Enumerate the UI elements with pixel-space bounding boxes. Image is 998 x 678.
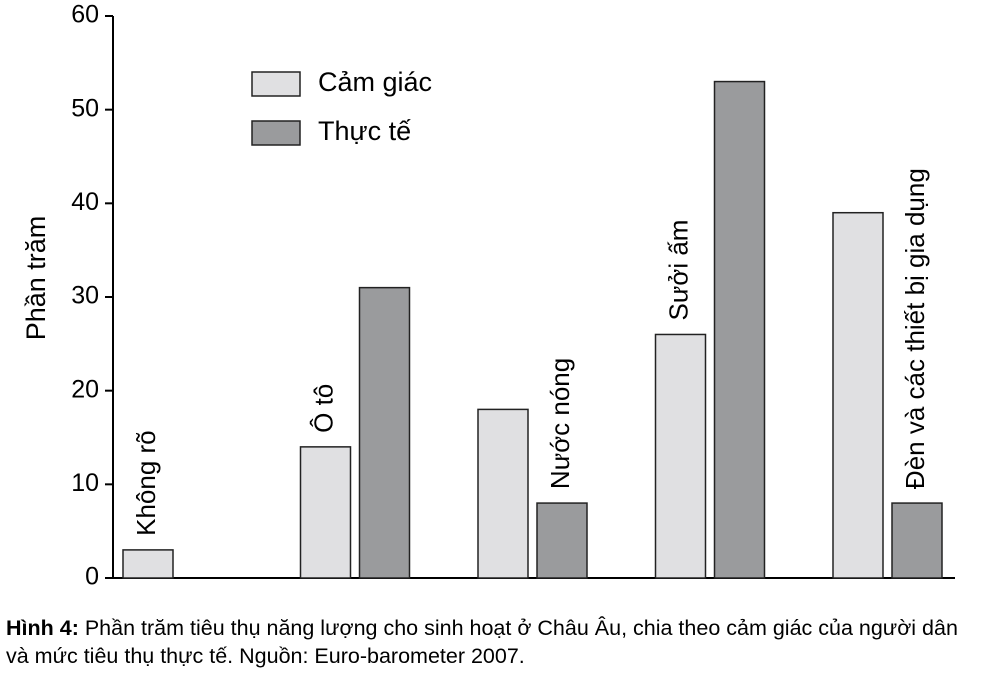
bar [536, 502, 588, 579]
category-label: Không rõ [131, 430, 161, 536]
bar [654, 333, 707, 579]
bar [299, 446, 352, 579]
bar [477, 408, 529, 579]
legend-swatch [251, 71, 301, 97]
bar [891, 502, 943, 579]
legend-swatch [251, 120, 301, 146]
caption-label: Hình 4: [6, 616, 79, 640]
y-tick-label: 20 [71, 375, 99, 403]
bar [832, 211, 884, 579]
legend-label: Thực tế [318, 116, 411, 146]
y-tick-label: 10 [71, 469, 99, 497]
y-tick-label: 30 [71, 282, 99, 310]
y-tick-label: 40 [71, 188, 99, 216]
bar [122, 549, 174, 579]
category-label: Ô tô [308, 384, 338, 433]
y-axis-label: Phần trăm [21, 216, 51, 341]
bar [713, 80, 766, 579]
y-tick-label: 60 [71, 1, 99, 29]
caption-text: Phần trăm tiêu thụ năng lượng cho sinh h… [6, 616, 958, 668]
legend-label: Cảm giác [318, 67, 432, 97]
caption: Hình 4: Phần trăm tiêu thụ năng lượng ch… [6, 614, 981, 670]
y-tick-label: 0 [85, 563, 99, 591]
chart: Phần trăm 0 10 20 30 40 50 60 Không rõ Ô tô Nước … [21, 1, 955, 591]
bar [358, 286, 411, 579]
category-label: Sưởi ấm [663, 220, 693, 321]
category-label: Đèn và các thiết bị gia dụng [900, 168, 930, 489]
y-tick-label: 50 [71, 94, 99, 122]
category-label: Nước nóng [545, 358, 575, 489]
